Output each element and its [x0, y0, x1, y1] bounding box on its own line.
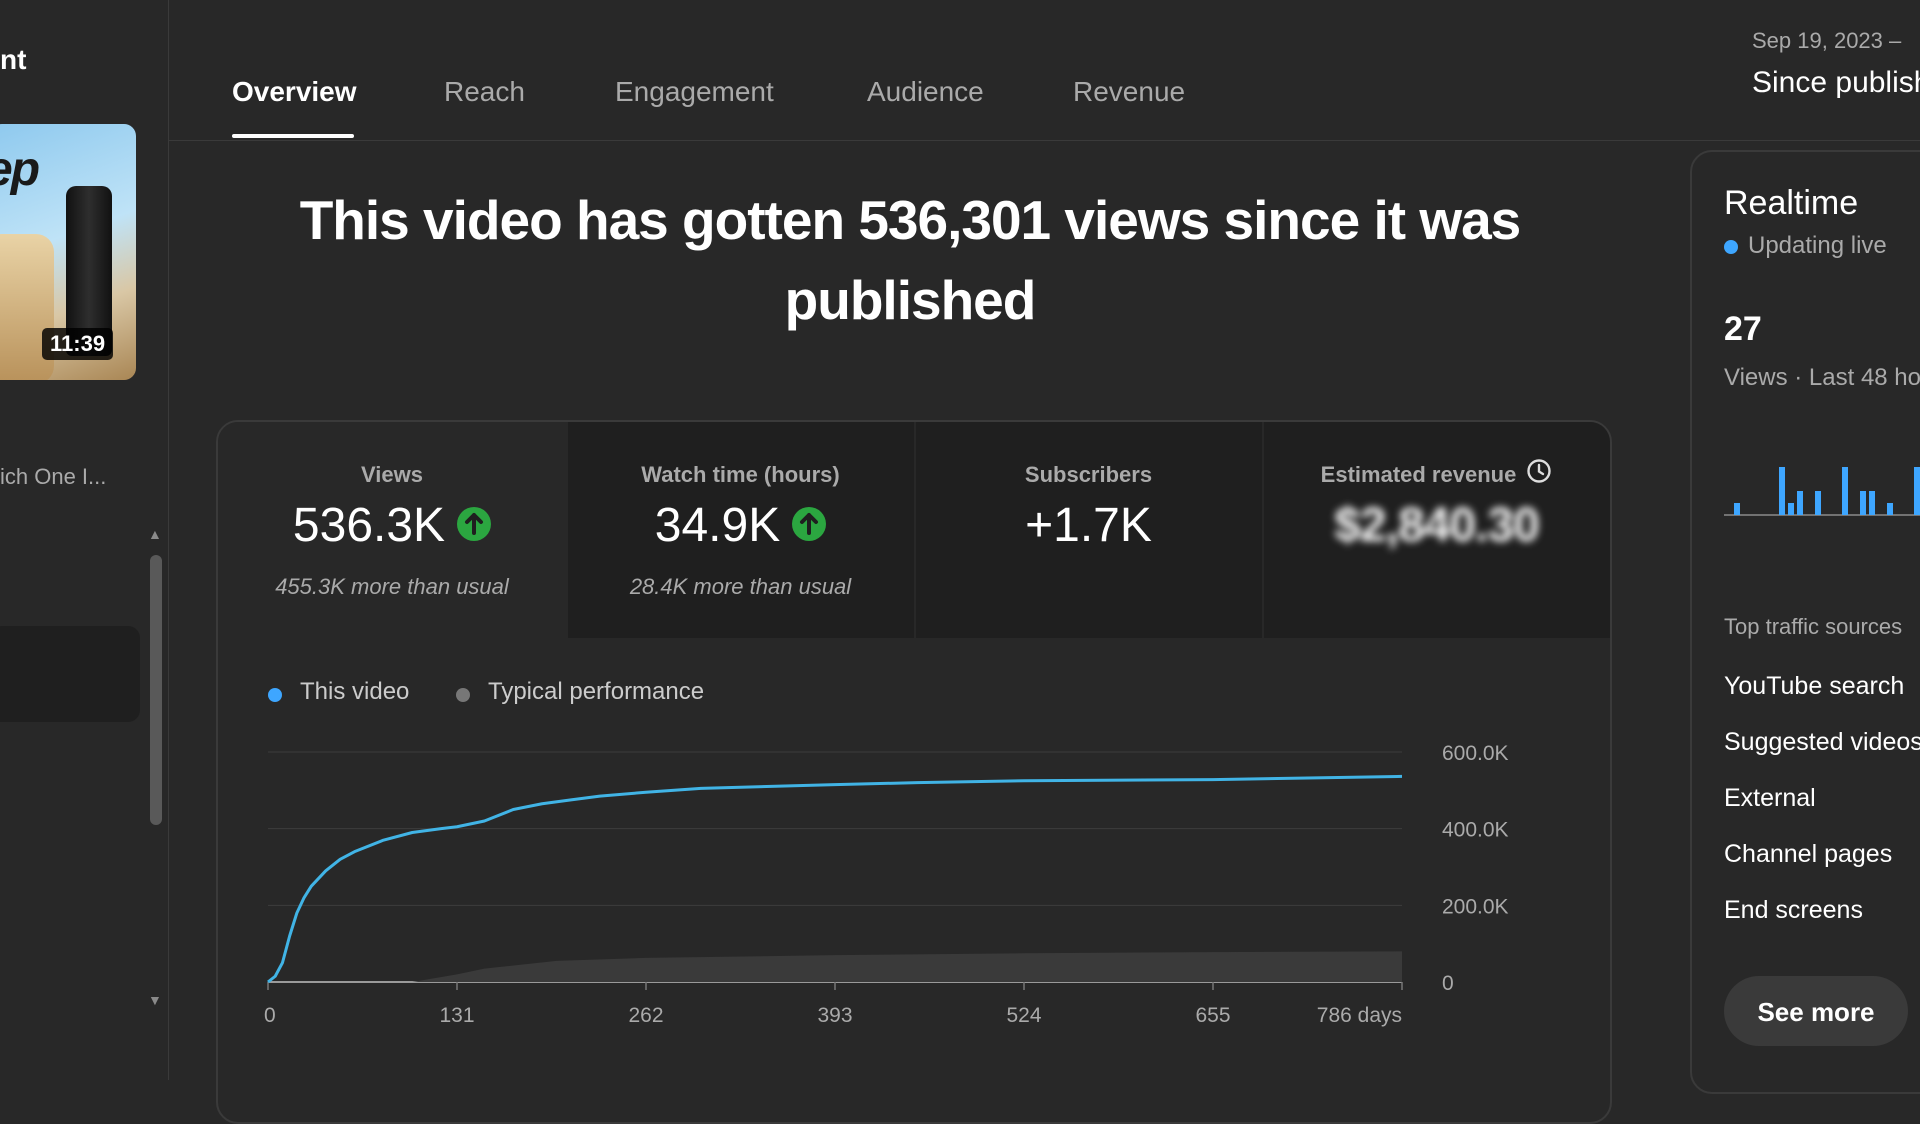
legend-typical: Typical performance [488, 678, 705, 705]
metric-views-label: Views [361, 462, 423, 487]
metric-watch-time-value: 34.9K [654, 499, 781, 552]
page-headline: This video has gotten 536,301 views sinc… [299, 189, 1522, 331]
tab-audience[interactable]: Audience [867, 76, 984, 107]
realtime-card [1690, 150, 1920, 1094]
metric-divider [1262, 422, 1264, 638]
realtime-status: Updating live [1748, 232, 1887, 259]
y-tick-label: 0 [1442, 972, 1454, 995]
metric-revenue[interactable]: Estimated revenue $2,840.30 [1263, 422, 1610, 638]
x-tick-label: 786 days [1317, 1004, 1402, 1027]
metric-subscribers-label: Subscribers [1024, 462, 1153, 487]
y-tick-label: 400.0K [1442, 819, 1509, 842]
tabs-divider [169, 140, 1920, 141]
video-duration-badge: 11:39 [42, 328, 114, 360]
metric-views-comparison: 455.3K more than usual [275, 574, 509, 599]
metric-views-value: 536.3K [292, 499, 446, 552]
thumbnail-brand-text: ep [0, 143, 40, 196]
traffic-source-external: External [1724, 784, 1816, 812]
legend-this-video-dot [268, 688, 282, 702]
date-range[interactable]: Sep 19, 2023 – [1752, 28, 1902, 53]
metric-subscribers[interactable]: Subscribers +1.7K [915, 422, 1262, 638]
legend-this-video: This video [300, 678, 410, 705]
metric-revenue-label-row: Estimated revenue [1263, 459, 1610, 490]
realtime-bar [1788, 503, 1794, 515]
realtime-views-label: Views · Last 48 hours [1724, 364, 1920, 391]
realtime-bar [1734, 503, 1740, 515]
overview-card: Views 536.3K 455.3K more than usual Watc… [216, 420, 1612, 1124]
traffic-sources-title: Top traffic sources [1724, 614, 1903, 639]
metric-revenue-value: $2,840.30 [1334, 499, 1540, 552]
realtime-bar-chart [1724, 467, 1920, 516]
realtime-bar [1887, 503, 1893, 515]
x-tick-label: 524 [1006, 1004, 1041, 1027]
x-tick-label: 655 [1195, 1004, 1230, 1027]
tab-engagement[interactable]: Engagement [615, 76, 774, 107]
metric-watch-time-label: Watch time (hours) [641, 462, 840, 487]
legend-typical-dot [456, 688, 470, 702]
metric-divider [914, 422, 916, 638]
metric-revenue-label: Estimated revenue [1320, 462, 1517, 487]
traffic-source-channel-pages: Channel pages [1724, 840, 1893, 868]
realtime-bar [1842, 467, 1848, 515]
metric-views[interactable]: Views 536.3K 455.3K more than usual [218, 422, 566, 638]
realtime-bar [1914, 467, 1920, 515]
x-tick-label: 393 [817, 1004, 852, 1027]
sidebar-title: nt [0, 44, 27, 75]
tab-overview[interactable]: Overview [232, 76, 357, 107]
scroll-down-arrow-icon[interactable]: ▼ [148, 992, 162, 1008]
metric-divider [566, 422, 568, 638]
date-range-label[interactable]: Since publish [1752, 66, 1920, 99]
metric-watch-time-comparison: 28.4K more than usual [629, 574, 852, 599]
typical-performance-area [268, 951, 1402, 982]
thumbnail-product-bottle [66, 186, 112, 356]
active-tab-indicator [232, 134, 354, 138]
tab-reach[interactable]: Reach [444, 76, 525, 107]
sidebar-video-title[interactable]: ich One I... [0, 464, 107, 489]
y-tick-label: 600.0K [1442, 742, 1509, 765]
traffic-source-youtube-search: YouTube search [1724, 672, 1905, 700]
x-tick-label: 131 [439, 1004, 474, 1027]
realtime-title: Realtime [1724, 184, 1859, 222]
y-tick-label: 200.0K [1442, 895, 1509, 918]
realtime-bar [1815, 491, 1821, 515]
metric-watch-time[interactable]: Watch time (hours) 34.9K 28.4K more than… [567, 422, 914, 638]
metric-views-value-row: 536.3K [218, 498, 566, 553]
live-indicator-dot [1724, 240, 1738, 254]
x-tick-label: 262 [628, 1004, 663, 1027]
realtime-bar [1869, 491, 1875, 515]
clock-icon [1526, 458, 1552, 490]
realtime-views-count: 27 [1724, 310, 1762, 348]
trend-up-icon [457, 498, 492, 553]
scroll-up-arrow-icon[interactable]: ▲ [148, 526, 162, 542]
sidebar-scrollbar-thumb[interactable] [150, 555, 162, 825]
this-video-line [267, 774, 1403, 984]
views-line-chart: 600.0K 400.0K 200.0K 0 0 131 262 393 524 655 786 d… [264, 742, 1509, 1027]
trend-up-icon [792, 498, 827, 553]
traffic-source-suggested-videos: Suggested videos [1724, 728, 1920, 756]
realtime-bar [1797, 491, 1803, 515]
metric-watch-time-value-row: 34.9K [567, 498, 914, 553]
tab-revenue[interactable]: Revenue [1073, 76, 1186, 107]
x-tick-label: 0 [264, 1004, 276, 1027]
realtime-bar [1860, 491, 1866, 515]
traffic-source-end-screens: End screens [1724, 896, 1863, 924]
sidebar-selected-item[interactable] [0, 626, 140, 722]
see-more-button[interactable]: See more [1724, 976, 1908, 1046]
realtime-bar [1779, 467, 1785, 515]
metric-subscribers-value: +1.7K [1025, 499, 1152, 552]
